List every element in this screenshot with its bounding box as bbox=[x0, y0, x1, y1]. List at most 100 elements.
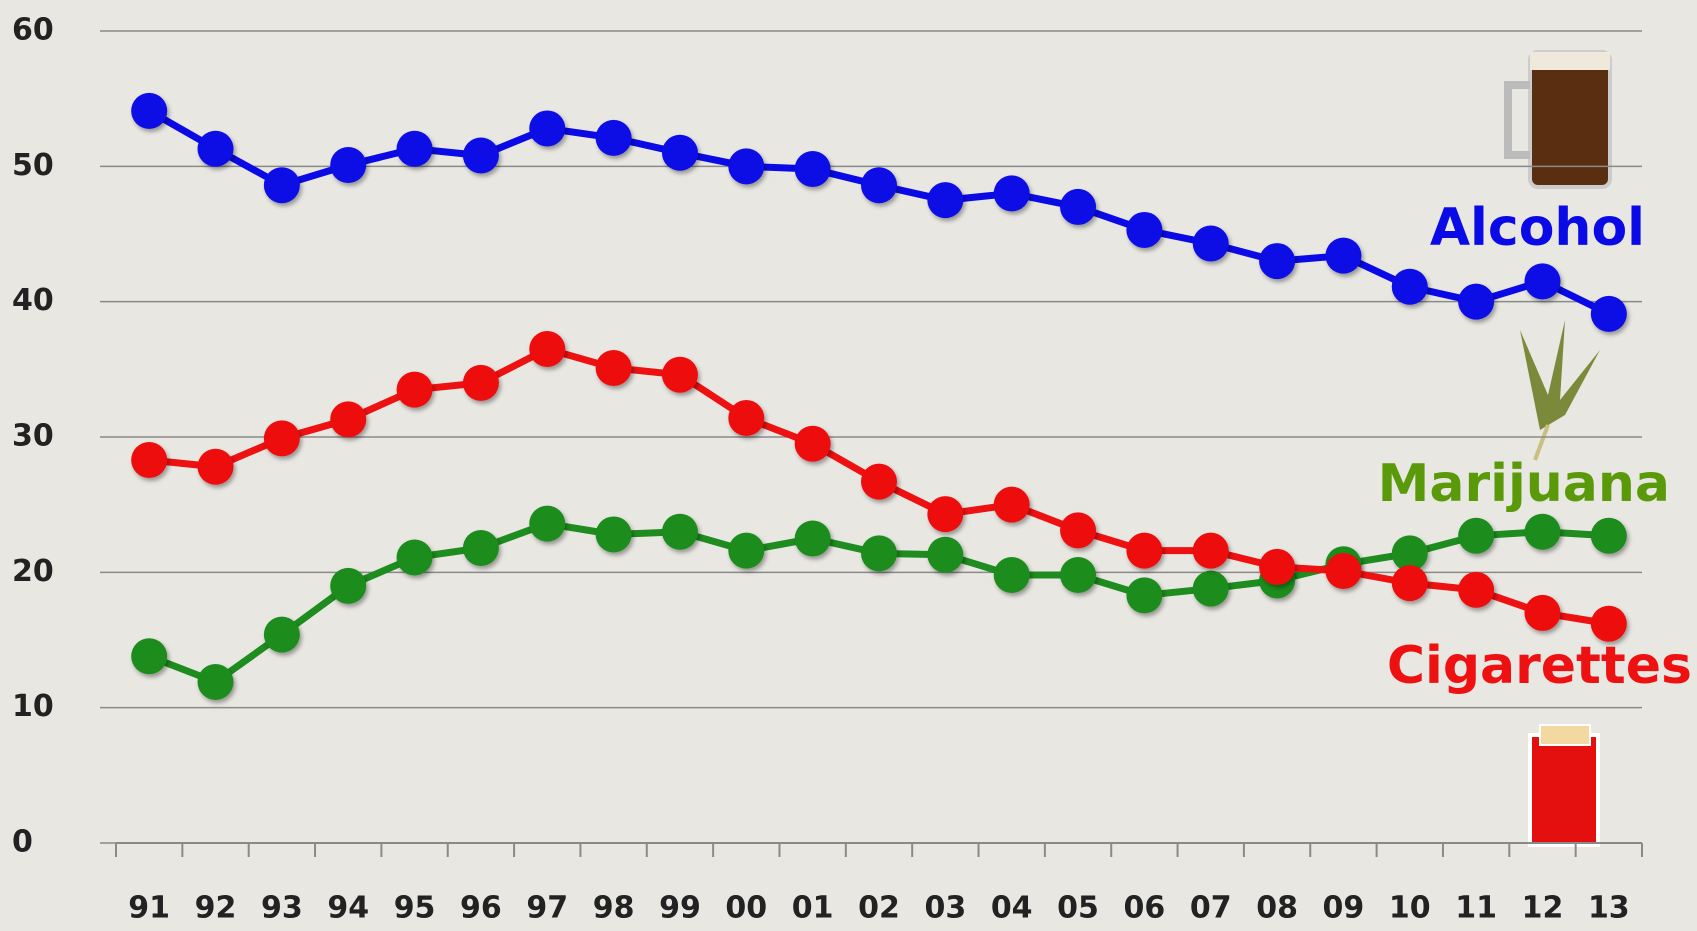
series-label: Marijuana bbox=[1378, 454, 1670, 514]
data-point bbox=[595, 516, 632, 553]
data-point bbox=[595, 119, 632, 156]
x-tick-label: 06 bbox=[1124, 891, 1166, 926]
data-point bbox=[927, 496, 964, 533]
series-line bbox=[147, 107, 1611, 317]
data-point bbox=[728, 532, 765, 569]
data-point bbox=[927, 182, 964, 219]
data-point bbox=[462, 364, 499, 401]
data-point bbox=[794, 520, 831, 557]
data-point bbox=[595, 349, 632, 386]
data-point bbox=[330, 567, 367, 604]
x-tick-label: 09 bbox=[1323, 891, 1365, 926]
data-point bbox=[1259, 548, 1296, 585]
x-tick-label: 10 bbox=[1389, 891, 1431, 926]
data-point bbox=[1524, 513, 1561, 550]
x-tick-label: 11 bbox=[1455, 891, 1497, 926]
data-point bbox=[1590, 517, 1627, 554]
data-point bbox=[1391, 268, 1428, 305]
data-point bbox=[131, 92, 168, 129]
data-point bbox=[396, 130, 433, 167]
x-tick-label: 98 bbox=[593, 891, 635, 926]
x-tick-label: 99 bbox=[659, 891, 701, 926]
data-point bbox=[1325, 552, 1362, 589]
series-label: Cigarettes bbox=[1387, 636, 1692, 696]
data-point bbox=[1391, 565, 1428, 602]
x-tick-label: 01 bbox=[792, 891, 834, 926]
data-point bbox=[396, 539, 433, 576]
data-point bbox=[263, 420, 300, 457]
data-point bbox=[1126, 532, 1163, 569]
data-point bbox=[861, 167, 897, 204]
data-point bbox=[1524, 594, 1561, 631]
y-tick-label: 30 bbox=[12, 419, 54, 454]
data-point bbox=[861, 535, 897, 572]
data-point bbox=[1590, 295, 1627, 332]
data-point bbox=[1259, 243, 1296, 280]
data-point bbox=[993, 557, 1030, 594]
data-point bbox=[197, 130, 234, 167]
x-tick-label: 94 bbox=[327, 891, 369, 926]
data-point bbox=[462, 137, 499, 174]
data-point bbox=[529, 505, 566, 542]
cigarette-pack-icon bbox=[1528, 724, 1600, 847]
data-point bbox=[1192, 532, 1229, 569]
data-point bbox=[131, 442, 168, 479]
data-point bbox=[330, 146, 367, 183]
data-point bbox=[927, 536, 964, 573]
data-point bbox=[330, 401, 367, 438]
data-point bbox=[1590, 605, 1627, 642]
y-tick-label: 40 bbox=[12, 283, 54, 318]
x-tick-label: 97 bbox=[526, 891, 568, 926]
data-point bbox=[1060, 512, 1097, 549]
x-tick-label: 05 bbox=[1057, 891, 1099, 926]
data-point bbox=[1126, 577, 1163, 614]
data-point bbox=[1458, 283, 1495, 320]
data-point bbox=[861, 463, 897, 500]
x-tick-label: 00 bbox=[725, 891, 767, 926]
data-point bbox=[993, 175, 1030, 212]
data-point bbox=[131, 638, 168, 675]
data-point bbox=[794, 151, 831, 188]
data-point bbox=[396, 371, 433, 408]
data-point bbox=[661, 513, 698, 550]
x-tick-label: 96 bbox=[460, 891, 502, 926]
x-tick-label: 92 bbox=[195, 891, 237, 926]
data-point bbox=[1391, 535, 1428, 572]
x-tick-label: 03 bbox=[924, 891, 966, 926]
data-point bbox=[1126, 211, 1163, 248]
y-tick-label: 60 bbox=[12, 13, 54, 48]
x-tick-label: 13 bbox=[1588, 891, 1630, 926]
x-tick-label: 07 bbox=[1190, 891, 1232, 926]
data-point bbox=[1458, 571, 1495, 608]
y-tick-label: 0 bbox=[12, 825, 33, 860]
data-point bbox=[1192, 225, 1229, 262]
data-point bbox=[1325, 237, 1362, 274]
data-point bbox=[728, 400, 765, 437]
data-point bbox=[1458, 517, 1495, 554]
series-label: Alcohol bbox=[1430, 198, 1645, 258]
data-point bbox=[1192, 570, 1229, 607]
data-point bbox=[794, 425, 831, 462]
data-point bbox=[529, 110, 566, 147]
data-point bbox=[197, 448, 234, 485]
data-point bbox=[529, 331, 566, 368]
y-tick-label: 50 bbox=[12, 148, 54, 183]
x-tick-label: 08 bbox=[1256, 891, 1298, 926]
x-tick-label: 02 bbox=[858, 891, 900, 926]
data-point bbox=[1060, 188, 1097, 225]
data-point bbox=[993, 486, 1030, 523]
x-tick-label: 93 bbox=[261, 891, 303, 926]
data-point bbox=[661, 134, 698, 171]
data-point bbox=[1060, 557, 1097, 594]
y-tick-label: 10 bbox=[12, 689, 54, 724]
data-point bbox=[263, 167, 300, 204]
y-tick-label: 20 bbox=[12, 554, 54, 589]
data-point bbox=[661, 356, 698, 393]
data-point bbox=[263, 616, 300, 653]
data-point bbox=[462, 529, 499, 566]
x-tick-label: 91 bbox=[128, 891, 170, 926]
x-tick-label: 04 bbox=[991, 891, 1033, 926]
data-point bbox=[728, 148, 765, 185]
